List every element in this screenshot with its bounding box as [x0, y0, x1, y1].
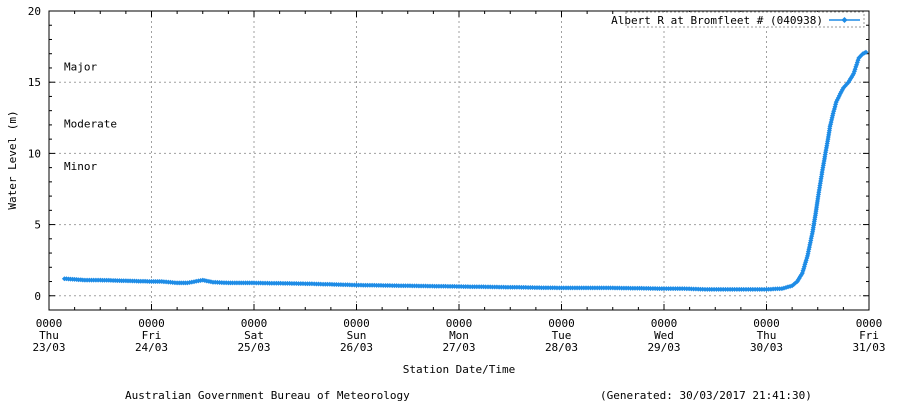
x-tick-label: 0000	[343, 317, 370, 330]
series-layer	[61, 49, 869, 292]
legend: Albert R at Bromfleet # (040938)	[611, 11, 865, 28]
x-tick-label: 0000	[651, 317, 678, 330]
x-tick-label: 31/03	[852, 341, 885, 354]
legend-marker	[841, 17, 848, 23]
legend-box	[625, 11, 865, 28]
x-tick-label: Thu	[39, 329, 59, 342]
y-tick-label: 20	[28, 5, 41, 18]
y-tick-label: 0	[34, 290, 41, 303]
x-tick-label: Wed	[654, 329, 674, 342]
x-tick-label: Fri	[859, 329, 879, 342]
x-tick-label: 29/03	[647, 341, 680, 354]
x-tick-label: Tue	[552, 329, 572, 342]
x-tick-label: Sat	[244, 329, 264, 342]
flood-level-label: Moderate	[64, 117, 117, 130]
x-tick-label: 0000	[241, 317, 268, 330]
x-tick-label: 25/03	[237, 341, 270, 354]
x-tick-label: 30/03	[750, 341, 783, 354]
flood-level-labels: Major Moderate Minor	[64, 61, 117, 174]
grid	[49, 11, 869, 310]
x-tick-label: 26/03	[340, 341, 373, 354]
x-tick-label: 0000	[36, 317, 63, 330]
y-axis-label: Water Level (m)	[6, 110, 19, 209]
footer-credit: Australian Government Bureau of Meteorol…	[125, 389, 410, 402]
x-tick-label: 0000	[446, 317, 473, 330]
y-axis: 0 5 10 15 20	[28, 5, 869, 311]
y-tick-label: 10	[28, 147, 41, 160]
x-tick-label: Sun	[347, 329, 367, 342]
x-tick-label: Mon	[449, 329, 469, 342]
x-tick-label: 0000	[753, 317, 780, 330]
y-tick-label: 15	[28, 76, 41, 89]
x-tick-label: 0000	[548, 317, 575, 330]
flood-level-label: Major	[64, 61, 97, 74]
legend-label: Albert R at Bromfleet # (040938)	[611, 14, 823, 27]
y-tick-label: 5	[34, 219, 41, 232]
data-point-marker	[863, 49, 869, 55]
x-tick-label: 0000	[138, 317, 165, 330]
flood-level-label: Minor	[64, 160, 97, 173]
plot-area-border	[48, 10, 870, 311]
x-tick-label: 0000	[856, 317, 883, 330]
x-tick-label: 24/03	[135, 341, 168, 354]
x-tick-label: 27/03	[442, 341, 475, 354]
x-axis: 0000Thu23/030000Fri24/030000Sat25/030000…	[32, 11, 886, 354]
x-tick-label: Fri	[142, 329, 162, 342]
x-axis-label: Station Date/Time	[403, 363, 516, 376]
x-tick-label: Thu	[757, 329, 777, 342]
series-line	[64, 51, 867, 291]
footer-generated: (Generated: 30/03/2017 21:41:30)	[600, 389, 812, 402]
x-tick-label: 23/03	[32, 341, 65, 354]
x-tick-label: 28/03	[545, 341, 578, 354]
